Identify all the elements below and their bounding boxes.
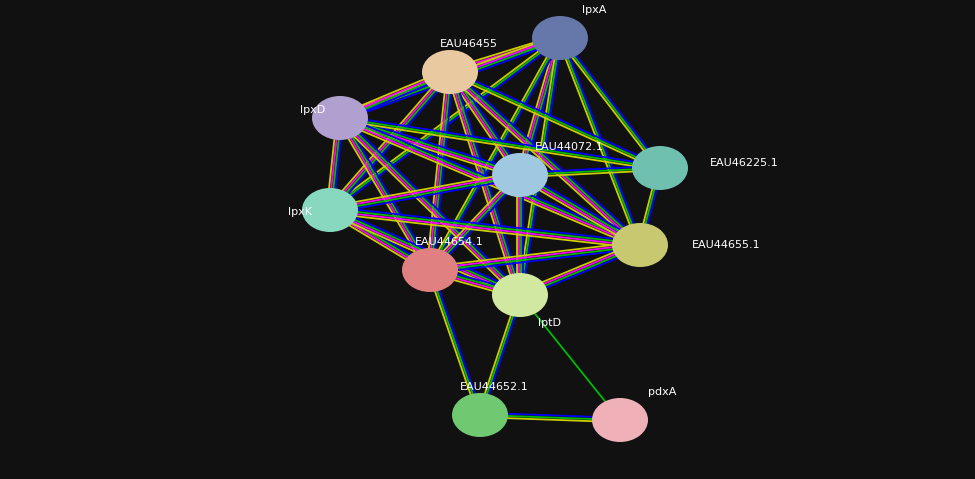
Ellipse shape [302, 188, 358, 232]
Ellipse shape [402, 248, 458, 292]
Ellipse shape [492, 273, 548, 317]
Text: EAU44655.1: EAU44655.1 [692, 240, 760, 250]
Text: lpxD: lpxD [300, 105, 326, 115]
Ellipse shape [632, 146, 688, 190]
Ellipse shape [452, 393, 508, 437]
Text: lpxA: lpxA [582, 5, 606, 15]
Text: pdxA: pdxA [648, 387, 677, 397]
Text: lpxK: lpxK [288, 207, 312, 217]
Ellipse shape [492, 153, 548, 197]
Text: EAU44654.1: EAU44654.1 [415, 237, 484, 247]
Text: EAU44652.1: EAU44652.1 [460, 382, 528, 392]
Text: EAU46455: EAU46455 [440, 39, 498, 49]
Text: lptD: lptD [538, 318, 561, 328]
Text: EAU46225.1: EAU46225.1 [710, 158, 779, 168]
Text: EAU44072.1: EAU44072.1 [535, 142, 604, 152]
Ellipse shape [612, 223, 668, 267]
Ellipse shape [532, 16, 588, 60]
Ellipse shape [592, 398, 648, 442]
Ellipse shape [422, 50, 478, 94]
Ellipse shape [312, 96, 368, 140]
